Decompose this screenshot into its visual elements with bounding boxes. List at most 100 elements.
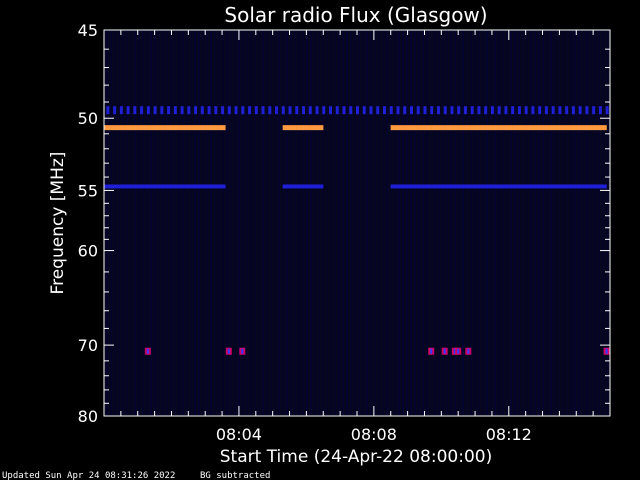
band-mark [585,106,589,115]
band-mark [390,184,398,189]
spot-core [227,348,230,354]
band-mark [302,184,310,189]
band-mark [218,184,226,189]
band-mark [593,184,601,189]
band-mark [316,184,324,189]
noise-streak [242,31,244,415]
band-mark [593,125,601,131]
band-mark [525,184,533,189]
band-mark [490,106,494,115]
band-mark [113,106,117,115]
noise-streak [462,31,464,415]
band-mark [173,106,177,115]
band-mark [586,184,594,189]
band-mark [342,106,346,115]
band-mark [218,125,226,131]
noise-streak [594,31,596,415]
noise-streak [194,31,196,415]
noise-streak [166,31,168,415]
band-mark [282,125,290,131]
band-mark [117,125,125,131]
band-mark [437,184,445,189]
band-mark [423,106,427,115]
noise-streak [370,31,372,415]
band-mark [146,106,150,115]
noise-streak [198,31,200,415]
noise-streak [170,31,172,415]
band-mark [464,125,472,131]
band-mark [566,184,574,189]
plot-area [104,30,610,416]
band-mark [572,125,580,131]
band-mark [296,184,304,189]
spot-core [453,348,456,354]
band-mark [579,184,587,189]
noise-streak [378,31,380,415]
band-mark [390,125,398,131]
band-mark [124,125,132,131]
noise-streak [430,31,432,415]
spot-core [430,348,433,354]
band-mark [164,125,172,131]
band-mark [289,125,297,131]
band-mark [144,184,152,189]
spot-core [457,348,460,354]
noise-streak [294,31,296,415]
band-mark [211,125,219,131]
y-tick-label: 80 [78,407,98,426]
band-mark [234,106,238,115]
band-mark [151,125,159,131]
band-mark [471,184,479,189]
noise-streak [274,31,276,415]
band-mark [329,106,333,115]
noise-streak [558,31,560,415]
noise-streak [114,31,116,415]
noise-streak [234,31,236,415]
noise-streak [306,31,308,415]
band-mark [191,125,199,131]
band-mark [451,184,459,189]
band-mark [458,184,466,189]
noise-streak [150,31,152,415]
y-tick-label: 55 [78,181,98,200]
noise-streak [454,31,456,415]
noise-streak [498,31,500,415]
noise-streak [334,31,336,415]
noise-streak [278,31,280,415]
noise-streak [438,31,440,415]
band-mark [397,184,405,189]
noise-streak [226,31,228,415]
band-mark [205,184,213,189]
band-mark [511,106,515,115]
band-mark [518,184,526,189]
band-mark [164,184,172,189]
band-mark [551,106,555,115]
band-mark [153,106,157,115]
band-mark [417,184,425,189]
band-mark [335,106,339,115]
band-mark [436,106,440,115]
band-mark [599,184,607,189]
noise-streak [266,31,268,415]
band-mark [198,184,206,189]
noise-streak [286,31,288,415]
noise-streak [590,31,592,415]
noise-streak [178,31,180,415]
noise-streak [186,31,188,415]
noise-streak [126,31,128,415]
noise-streak [302,31,304,415]
noise-streak [270,31,272,415]
noise-streak [414,31,416,415]
ticks: 45 50 55 60 70 80 08:04 08:08 08:12 [78,21,610,444]
band-mark [205,125,213,131]
noise-streak [322,31,324,415]
noise-streak [602,31,604,415]
noise-streak [342,31,344,415]
spot-core [605,348,608,354]
band-mark [559,184,567,189]
noise-streak [110,31,112,415]
noise-streak [482,31,484,415]
band-mark [565,106,569,115]
band-mark [463,106,467,115]
noise-streak [210,31,212,415]
